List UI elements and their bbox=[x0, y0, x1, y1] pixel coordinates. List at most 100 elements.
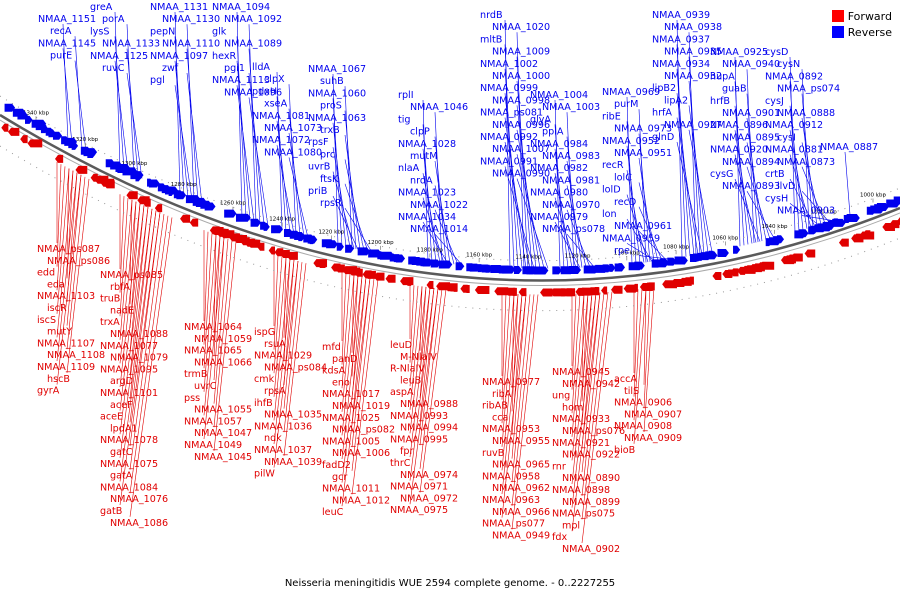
forward-gene-label: mutY bbox=[47, 327, 72, 338]
forward-gene-label: NMAA_0909 bbox=[624, 433, 682, 444]
reverse-leader-line bbox=[504, 117, 527, 269]
reverse-gene-arrow bbox=[537, 266, 549, 275]
reverse-leader-line bbox=[332, 73, 339, 246]
reverse-leader-line bbox=[676, 117, 699, 255]
reverse-leader-line bbox=[626, 170, 645, 263]
forward-gene-label: truB bbox=[100, 294, 120, 305]
forward-leader-line bbox=[341, 275, 359, 436]
forward-leader-line bbox=[351, 277, 371, 448]
reverse-gene-label: NMAA_0970 bbox=[542, 200, 600, 211]
forward-gene-label: NMAA_1078 bbox=[100, 435, 158, 446]
tick-label: 1340 kbp bbox=[23, 110, 49, 116]
forward-gene-label: NMAA_ps087 bbox=[37, 244, 100, 255]
reverse-leader-line bbox=[746, 191, 775, 239]
reverse-leader-line bbox=[248, 97, 269, 227]
forward-leader-line bbox=[511, 294, 527, 459]
forward-leader-line bbox=[283, 259, 295, 386]
forward-leader-line bbox=[119, 205, 145, 411]
reverse-gene-label: NMAA_1007 bbox=[492, 144, 550, 155]
forward-gene-arrow bbox=[8, 127, 20, 136]
forward-leader-line bbox=[273, 257, 287, 397]
reverse-gene-label: NMAA_1097 bbox=[150, 51, 208, 62]
reverse-gene-label: rplI bbox=[398, 90, 414, 101]
forward-gene-label: NMAA_1109 bbox=[37, 362, 95, 373]
reverse-leader-line bbox=[288, 84, 297, 235]
forward-leader-line bbox=[341, 276, 363, 460]
reverse-gene-label: crtB bbox=[765, 169, 785, 180]
reverse-gene-label: NMAA_1089 bbox=[224, 39, 282, 50]
forward-leader-line bbox=[129, 207, 149, 376]
reverse-leader-line bbox=[516, 129, 541, 269]
reverse-gene-label: NMAA_1145 bbox=[38, 38, 96, 49]
reverse-gene-label: NMAA_0873 bbox=[777, 157, 835, 168]
reverse-gene-arrow bbox=[430, 259, 441, 268]
forward-leader-line bbox=[213, 236, 221, 357]
reverse-gene-label: nrdA bbox=[410, 175, 433, 186]
forward-leader-line bbox=[409, 285, 415, 363]
reverse-leader-line bbox=[626, 194, 649, 263]
forward-leader-line bbox=[213, 234, 217, 333]
forward-gene-arrow bbox=[896, 217, 900, 226]
forward-leader-line bbox=[633, 289, 639, 397]
reverse-gene-label: NMAA_1046 bbox=[410, 102, 468, 113]
reverse-gene-label: NMAA_0969 bbox=[602, 87, 660, 98]
forward-gene-label: eno bbox=[332, 377, 350, 388]
reverse-gene-label: NMAA_0961 bbox=[614, 221, 672, 232]
reverse-gene-arrow bbox=[571, 265, 581, 274]
reverse-gene-label: NMAA_0992 bbox=[480, 132, 538, 143]
forward-gene-label: NMAA_1101 bbox=[100, 388, 158, 399]
reverse-gene-label: NMAA_0925 bbox=[710, 47, 768, 58]
backbone-outer-line bbox=[0, 113, 900, 282]
forward-leader-line bbox=[129, 210, 157, 423]
forward-gene-arrow bbox=[804, 249, 816, 258]
reverse-gene-arrow bbox=[263, 222, 270, 231]
reverse-gene-label: NMAA_0983 bbox=[542, 151, 600, 162]
genome-caption: Neisseria meningitidis WUE 2594 complete… bbox=[284, 578, 616, 589]
reverse-leader-line bbox=[332, 195, 359, 250]
reverse-gene-label: cysH bbox=[765, 193, 788, 204]
forward-gene-label: NMAA_1017 bbox=[322, 389, 380, 400]
reverse-leader-line bbox=[688, 32, 697, 256]
forward-leader-line bbox=[129, 208, 153, 399]
reverse-leader-line bbox=[344, 134, 361, 250]
forward-gene-arrow bbox=[509, 287, 517, 296]
reverse-gene-label: NMAA_0895 bbox=[722, 132, 780, 143]
forward-leader-line bbox=[129, 205, 145, 352]
reverse-leader-line bbox=[638, 109, 647, 263]
forward-leader-line bbox=[129, 212, 161, 447]
forward-leader-line bbox=[571, 293, 577, 390]
tick-label: 1160 kbp bbox=[466, 252, 492, 258]
reverse-leader-line bbox=[248, 24, 257, 223]
reverse-gene-label: ruvC bbox=[102, 63, 125, 74]
reverse-gene-label: NMAA_1034 bbox=[398, 212, 456, 223]
forward-gene-label: NMAA_ps086 bbox=[47, 256, 110, 267]
forward-gene-label: iscS bbox=[37, 315, 56, 326]
reverse-gene-label: glnD bbox=[652, 132, 674, 143]
forward-gene-label: NMAA_ps085 bbox=[100, 270, 163, 281]
reverse-gene-arrow bbox=[733, 245, 741, 254]
reverse-gene-arrow bbox=[618, 263, 625, 272]
reverse-leader-line bbox=[344, 110, 357, 250]
forward-leader-line bbox=[203, 234, 217, 392]
reverse-leader-line bbox=[801, 93, 814, 227]
reverse-gene-label: trxB bbox=[320, 125, 340, 136]
forward-gene-label: ruvB bbox=[482, 448, 504, 459]
forward-gene-label: thrC bbox=[390, 458, 411, 469]
forward-gene-label: NMAA_0966 bbox=[492, 507, 550, 518]
reverse-leader-line bbox=[801, 166, 826, 224]
forward-gene-label: NMAA_1037 bbox=[254, 445, 312, 456]
tick-label: 1000 kbp bbox=[860, 193, 886, 199]
reverse-gene-label: pdxH bbox=[252, 86, 277, 97]
forward-leader-line bbox=[213, 238, 229, 404]
reverse-gene-label: NMAA_0982 bbox=[530, 163, 588, 174]
forward-gene-label: eda bbox=[47, 279, 65, 290]
reverse-gene-label: NMAA_1028 bbox=[398, 139, 456, 150]
reverse-gene-arrow bbox=[87, 150, 96, 159]
forward-gene-arrow bbox=[725, 269, 733, 278]
forward-gene-label: NMAA_0994 bbox=[400, 423, 458, 434]
reverse-leader-line bbox=[789, 130, 808, 229]
forward-gene-label: NMAA_0899 bbox=[562, 497, 620, 508]
reverse-gene-label: NMAA_0893 bbox=[722, 181, 780, 192]
tick-label: 1200 kbp bbox=[368, 240, 394, 246]
forward-gene-arrow bbox=[682, 277, 690, 286]
